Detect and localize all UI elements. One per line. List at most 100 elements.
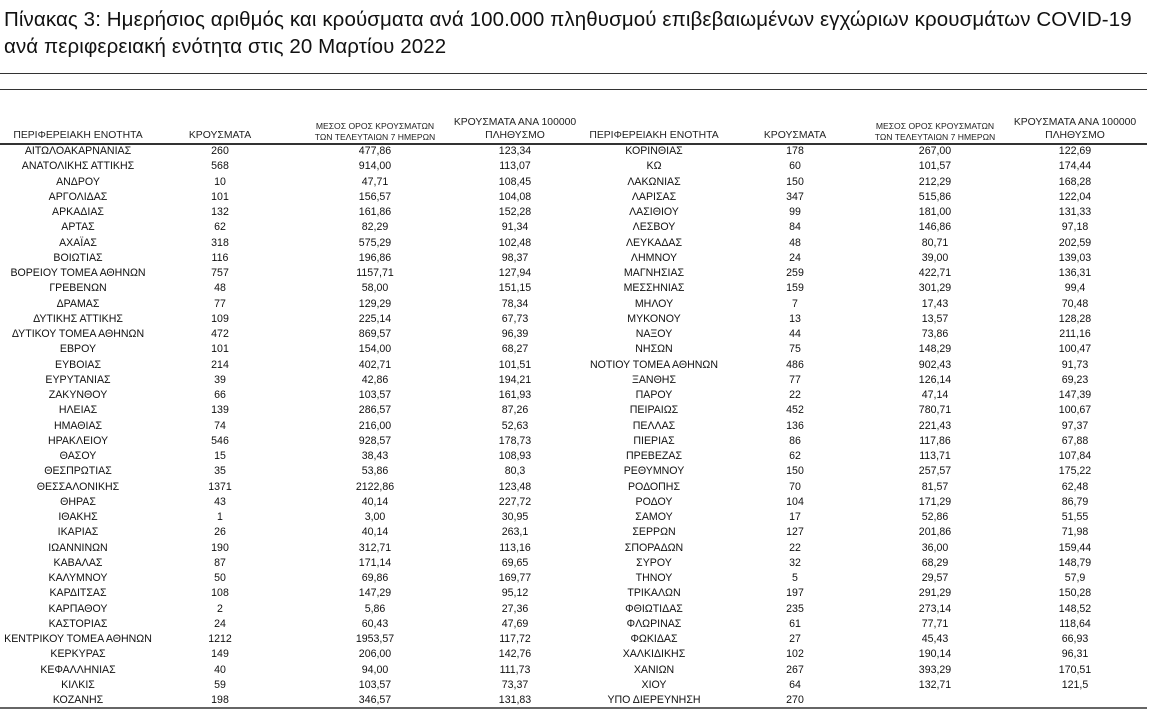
region-cell: ΑΡΤΑΣ — [61, 221, 95, 234]
avg-7day-cell: 190,14 — [918, 648, 952, 661]
region-cell: ΛΗΜΝΟΥ — [630, 251, 678, 264]
table-row: ΗΜΑΘΙΑΣ 74 216,00 52,63 — [0, 419, 580, 434]
cases-cell: 139 — [211, 404, 229, 417]
table-row: ΛΑΡΙΣΑΣ 347 515,86 122,04 — [576, 190, 1156, 205]
header-per100k-line2: ΠΛΗΘΥΣΜΟ — [485, 130, 545, 141]
region-cell: ΠΡΕΒΕΖΑΣ — [626, 450, 682, 462]
region-cell: ΚΑΒΑΛΑΣ — [53, 556, 103, 569]
per100k-cell: 113,07 — [499, 160, 531, 173]
avg-7day-cell: 13,57 — [921, 312, 949, 325]
per100k-cell: 108,45 — [498, 175, 532, 188]
per100k-cell: 108,93 — [498, 450, 532, 462]
region-cell: ΚΑΛΥΜΝΟΥ — [48, 572, 108, 584]
cases-cell: 108 — [211, 587, 229, 600]
cases-cell: 32 — [789, 556, 801, 569]
avg-7day-cell: 132,71 — [918, 678, 952, 691]
cases-cell: 318 — [211, 236, 229, 249]
region-cell: ΛΕΣΒΟΥ — [632, 221, 676, 234]
region-cell: ΔΥΤΙΚΗΣ ΑΤΤΙΚΗΣ — [33, 312, 123, 325]
cases-cell: 757 — [211, 267, 229, 279]
per100k-cell: 150,28 — [1058, 587, 1092, 600]
cases-cell: 102 — [786, 648, 804, 661]
region-cell: ΝΗΣΩΝ — [635, 343, 673, 356]
cases-cell: 50 — [214, 572, 226, 584]
per100k-cell: 107,84 — [1058, 450, 1092, 462]
avg-7day-cell: 181,00 — [918, 206, 952, 218]
table-row: ΦΘΙΩΤΙΔΑΣ 235 273,14 148,52 — [576, 602, 1156, 617]
cases-cell: 48 — [789, 236, 801, 249]
region-cell: ΑΧΑΪΑΣ — [59, 236, 97, 249]
region-cell: ΛΑΚΩΝΙΑΣ — [627, 175, 681, 188]
table-row: ΞΑΝΘΗΣ 77 126,14 69,23 — [576, 373, 1156, 388]
table-row: ΧΙΟΥ 64 132,71 121,5 — [576, 678, 1156, 693]
header-region: ΠΕΡΙΦΕΡΕΙΑΚΗ ΕΝΟΤΗΤΑ — [13, 130, 143, 141]
avg-7day-cell: 393,29 — [918, 663, 952, 676]
region-cell: ΚΙΛΚΙΣ — [61, 678, 95, 691]
cases-cell: 26 — [214, 526, 226, 539]
region-cell: ΑΙΤΩΛΟΑΚΑΡΝΑΝΙΑΣ — [24, 145, 132, 157]
avg-7day-cell: 3,00 — [364, 511, 386, 523]
table-row: ΔΡΑΜΑΣ 77 129,29 78,34 — [0, 297, 580, 312]
table-row: ΛΑΚΩΝΙΑΣ 150 212,29 168,28 — [576, 175, 1156, 190]
table-row: ΤΗΝΟΥ 5 29,57 57,9 — [576, 571, 1156, 586]
cases-cell: 35 — [214, 465, 226, 478]
cases-cell: 116 — [211, 251, 229, 264]
cases-cell: 101 — [211, 190, 229, 203]
region-cell: ΜΑΓΝΗΣΙΑΣ — [623, 267, 685, 279]
cases-cell: 159 — [786, 282, 804, 295]
region-cell: ΕΥΡΥΤΑΝΙΑΣ — [45, 373, 111, 386]
table-row: ΒΟΡΕΙΟΥ ΤΟΜΕΑ ΑΘΗΝΩΝ 757 1157,71 127,94 — [0, 266, 580, 281]
avg-7day-cell: 47,14 — [921, 389, 949, 401]
cases-cell: 62 — [789, 450, 801, 462]
table-row: ΛΕΣΒΟΥ 84 146,86 97,18 — [576, 220, 1156, 235]
cases-cell: 62 — [214, 221, 226, 234]
table-row: ΚΙΛΚΙΣ 59 103,57 73,37 — [0, 678, 580, 693]
table-row: ΣΑΜΟΥ 17 52,86 51,55 — [576, 510, 1156, 525]
table-row: ΣΥΡΟΥ 32 68,29 148,79 — [576, 556, 1156, 571]
avg-7day-cell: 515,86 — [918, 190, 952, 203]
region-cell: ΖΑΚΥΝΘΟΥ — [48, 389, 108, 401]
per100k-cell: 71,98 — [1061, 526, 1089, 539]
header-avg-line2: ΤΩΝ ΤΕΛΕΥΤΑΙΩΝ 7 ΗΜΕΡΩΝ — [314, 132, 436, 142]
avg-7day-cell: 81,57 — [921, 480, 949, 493]
region-cell: ΗΛΕΙΑΣ — [58, 404, 98, 417]
per100k-cell: 111,73 — [499, 663, 531, 676]
avg-7day-cell: 171,29 — [918, 495, 952, 508]
region-cell: ΘΕΣΠΡΩΤΙΑΣ — [44, 465, 112, 478]
cases-cell: 132 — [211, 206, 229, 218]
avg-7day-cell: 117,86 — [919, 434, 951, 447]
cases-cell: 13 — [789, 312, 801, 325]
cases-cell: 74 — [214, 419, 226, 432]
per100k-cell: 152,28 — [498, 206, 532, 218]
avg-7day-cell: 39,00 — [921, 251, 949, 264]
table-row: ΣΠΟΡΑΔΩΝ 22 36,00 159,44 — [576, 541, 1156, 556]
cases-cell: 546 — [211, 434, 229, 447]
cases-cell: 260 — [211, 145, 229, 157]
region-cell: ΘΗΡΑΣ — [60, 495, 96, 508]
cases-cell: 84 — [789, 221, 801, 234]
per100k-cell: 194,21 — [498, 373, 532, 386]
avg-7day-cell: 301,29 — [918, 282, 952, 295]
avg-7day-cell: 221,43 — [918, 419, 952, 432]
avg-7day-cell: 928,57 — [358, 434, 392, 447]
table-row: ΚΕΝΤΡΙΚΟΥ ΤΟΜΕΑ ΑΘΗΝΩΝ 1212 1953,57 117,72 — [0, 632, 580, 647]
cases-cell: 1 — [217, 511, 223, 523]
avg-7day-cell: 147,29 — [358, 587, 392, 600]
per100k-cell: 122,69 — [1058, 145, 1092, 157]
cases-cell: 127 — [786, 526, 804, 539]
per100k-cell: 62,48 — [1061, 480, 1089, 493]
table-row: ΡΟΔΟΠΗΣ 70 81,57 62,48 — [576, 480, 1156, 495]
region-cell: ΦΩΚΙΔΑΣ — [630, 633, 678, 645]
table-row: ΗΛΕΙΑΣ 139 286,57 87,26 — [0, 403, 580, 418]
table-row: ΚΟΖΑΝΗΣ 198 346,57 131,83 — [0, 693, 580, 708]
region-cell: ΑΡΚΑΔΙΑΣ — [52, 206, 104, 218]
table-row: ΘΕΣΣΑΛΟΝΙΚΗΣ 1371 2122,86 123,48 — [0, 480, 580, 495]
cases-cell: 48 — [214, 282, 226, 295]
table-row: ΧΑΛΚΙΔΙΚΗΣ 102 190,14 96,31 — [576, 647, 1156, 662]
table-row: ΚΑΣΤΟΡΙΑΣ 24 60,43 47,69 — [0, 617, 580, 632]
avg-7day-cell: 94,00 — [361, 663, 389, 676]
cases-cell: 24 — [214, 617, 226, 630]
avg-7day-cell: 146,86 — [918, 221, 952, 234]
region-cell: ΑΡΓΟΛΙΔΑΣ — [48, 190, 108, 203]
avg-7day-cell: 77,71 — [921, 617, 949, 630]
